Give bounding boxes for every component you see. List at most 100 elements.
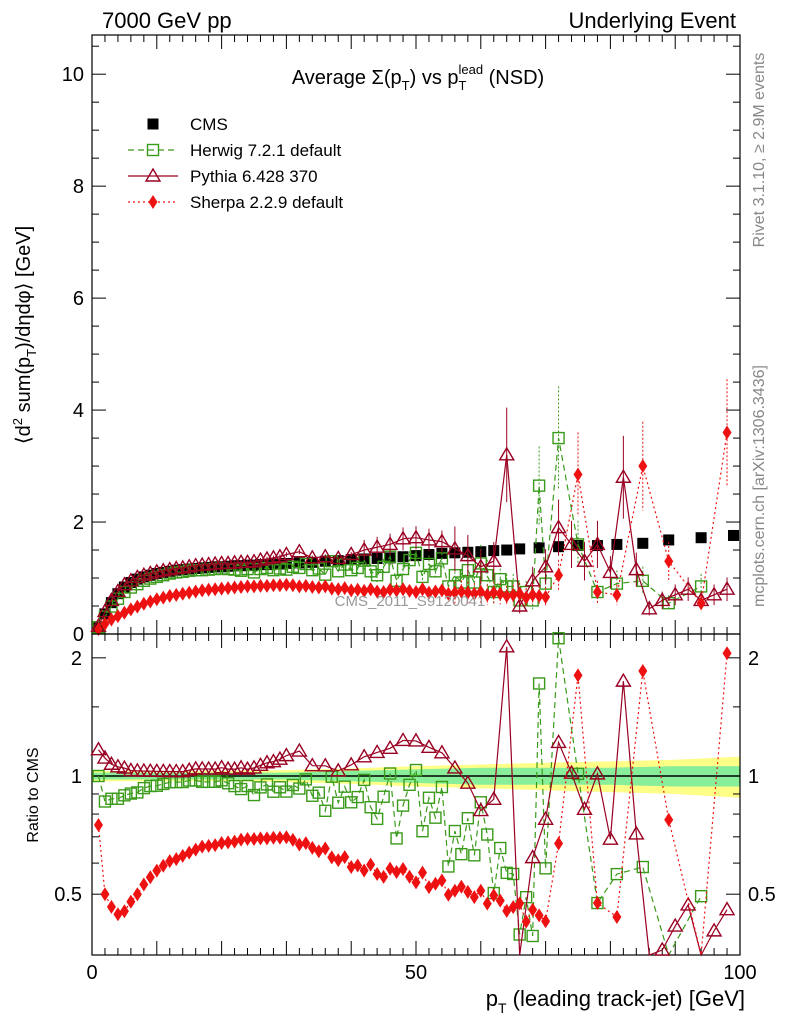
data-point bbox=[456, 584, 466, 599]
data-point bbox=[245, 553, 263, 568]
ratio-y-tick-label-right: 1 bbox=[748, 766, 759, 788]
data-point bbox=[116, 576, 133, 591]
data-point bbox=[385, 582, 395, 597]
data-point bbox=[191, 584, 201, 599]
legend-marker bbox=[147, 118, 159, 130]
data-point bbox=[243, 579, 253, 594]
legend-marker bbox=[146, 143, 160, 157]
ratio-point bbox=[144, 779, 157, 793]
data-point bbox=[204, 582, 214, 597]
ratio-point bbox=[118, 789, 131, 802]
ratio-point bbox=[126, 894, 136, 909]
data-point bbox=[171, 587, 181, 602]
ratio-y-tick-label: 0.5 bbox=[54, 884, 82, 906]
legend-label: Sherpa 2.2.9 default bbox=[190, 193, 343, 212]
data-point bbox=[489, 585, 499, 600]
data-point bbox=[554, 568, 564, 583]
ratio-point bbox=[320, 841, 330, 856]
data-point bbox=[396, 562, 410, 576]
ratio-point bbox=[96, 749, 114, 764]
ratio-point bbox=[202, 775, 215, 789]
ratio-point bbox=[422, 791, 436, 804]
legend-marker bbox=[148, 195, 158, 209]
ratio-point bbox=[383, 767, 397, 780]
ratio-point bbox=[243, 832, 253, 847]
data-point bbox=[265, 549, 282, 564]
ratio-point bbox=[208, 775, 222, 788]
data-point bbox=[152, 592, 162, 607]
data-point bbox=[472, 558, 490, 573]
data-point bbox=[482, 587, 492, 602]
ratio-point bbox=[281, 830, 291, 845]
ratio-point bbox=[230, 834, 240, 849]
ratio-point bbox=[381, 739, 399, 754]
data-point bbox=[422, 557, 436, 571]
data-point bbox=[353, 582, 363, 597]
ratio-point bbox=[552, 632, 565, 645]
data-point bbox=[210, 582, 220, 597]
ratio-point bbox=[589, 765, 606, 780]
data-point bbox=[93, 621, 103, 636]
ratio-point bbox=[417, 865, 427, 880]
ratio-point bbox=[228, 779, 241, 793]
ratio-point bbox=[157, 777, 170, 791]
ratio-point bbox=[459, 774, 477, 789]
data-point bbox=[722, 425, 732, 440]
data-point bbox=[654, 592, 671, 607]
ratio-point bbox=[526, 929, 539, 943]
ratio-point bbox=[592, 896, 602, 911]
data-point bbox=[429, 565, 442, 578]
ratio-point bbox=[394, 732, 412, 747]
ratio-point bbox=[442, 860, 455, 873]
ratio-point bbox=[275, 830, 285, 845]
ratio-point bbox=[500, 866, 513, 880]
data-point bbox=[346, 583, 356, 598]
ratio-point bbox=[443, 887, 453, 902]
series-line-herwig bbox=[97, 437, 702, 628]
data-point bbox=[148, 563, 166, 578]
ratio-point bbox=[262, 831, 272, 846]
ratio-point bbox=[215, 774, 228, 787]
data-point bbox=[638, 459, 648, 474]
ratio-point bbox=[372, 866, 382, 881]
data-point bbox=[372, 584, 382, 599]
ratio-point bbox=[319, 804, 332, 818]
y-tick-label: 2 bbox=[73, 512, 84, 534]
ratio-y-tick-label: 1 bbox=[71, 766, 82, 788]
ratio-point bbox=[498, 638, 515, 653]
data-point bbox=[249, 579, 259, 594]
data-point bbox=[407, 529, 425, 544]
ratio-point bbox=[312, 786, 325, 799]
data-point bbox=[392, 583, 402, 598]
data-point bbox=[695, 532, 707, 544]
legend-label: Pythia 6.428 370 bbox=[190, 167, 318, 186]
data-point bbox=[541, 590, 551, 605]
data-point bbox=[718, 580, 736, 595]
ratio-point bbox=[456, 879, 466, 894]
data-point bbox=[370, 569, 384, 582]
data-point bbox=[469, 586, 479, 601]
data-point bbox=[589, 536, 606, 551]
ratio-point bbox=[476, 883, 486, 898]
ratio-point bbox=[468, 849, 481, 862]
ratio-point bbox=[206, 760, 224, 775]
data-point bbox=[430, 584, 440, 599]
data-point bbox=[135, 566, 153, 581]
ratio-point bbox=[330, 762, 347, 777]
ratio-point bbox=[489, 888, 499, 903]
analysis-watermark: CMS_2011_S9120041 bbox=[335, 593, 486, 610]
series-sherpa bbox=[93, 379, 732, 636]
ratio-point bbox=[223, 835, 233, 850]
process-label: Underlying Event bbox=[568, 8, 736, 33]
data-point bbox=[459, 547, 477, 562]
ratio-point bbox=[448, 824, 462, 838]
data-point bbox=[366, 582, 376, 597]
ratio-point bbox=[137, 781, 151, 795]
data-point bbox=[145, 594, 155, 609]
data-point bbox=[371, 552, 383, 564]
ratio-point bbox=[139, 877, 149, 892]
ratio-point bbox=[304, 757, 321, 772]
data-point bbox=[327, 581, 337, 596]
ratio-point bbox=[271, 750, 289, 765]
